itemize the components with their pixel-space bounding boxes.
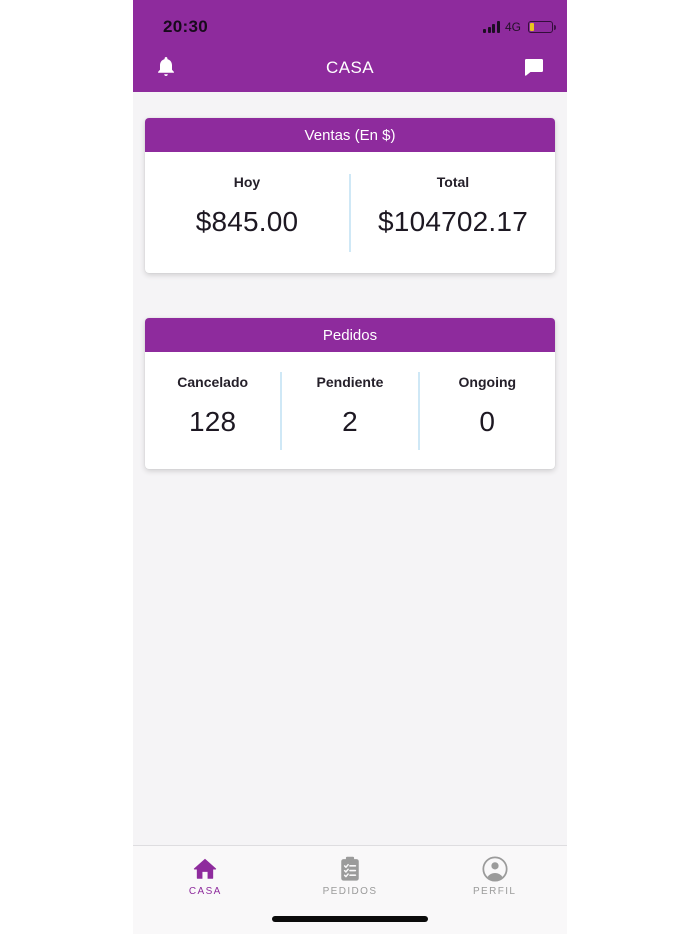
tab-pedidos[interactable]: PEDIDOS [278, 846, 423, 897]
status-icons: 4G [483, 20, 556, 34]
pedidos-cancelado-column: Cancelado 128 [145, 352, 280, 469]
pedidos-ongoing-label: Ongoing [458, 374, 517, 390]
ventas-card-header: Ventas (En $) [145, 118, 555, 152]
ventas-card-title: Ventas (En $) [304, 126, 396, 144]
ventas-card-body: Hoy $845.00 Total $104702.17 [145, 152, 555, 273]
tab-perfil[interactable]: PERFIL [422, 846, 567, 897]
column-divider [349, 173, 351, 252]
bell-icon [154, 55, 178, 82]
tab-casa[interactable]: CASA [133, 846, 278, 897]
ventas-hoy-column: Hoy $845.00 [145, 152, 349, 273]
app-header: 20:30 4G [133, 0, 567, 92]
nav-bar: CASA [133, 44, 567, 92]
battery-low-icon [528, 21, 556, 33]
network-type-label: 4G [504, 20, 521, 34]
pedidos-pendiente-value: 2 [342, 406, 358, 437]
notifications-button[interactable] [153, 55, 179, 81]
tab-perfil-label: PERFIL [472, 886, 517, 897]
chat-icon [522, 55, 546, 82]
pedidos-card-title: Pedidos [322, 326, 378, 344]
tab-pedidos-label: PEDIDOS [322, 886, 378, 897]
pedidos-cancelado-value: 128 [189, 406, 237, 437]
orders-clipboard-icon [335, 854, 365, 884]
ventas-card: Ventas (En $) Hoy $845.00 Total $104702.… [145, 118, 555, 273]
tab-casa-label: CASA [188, 886, 222, 897]
page-title: CASA [326, 58, 374, 77]
status-time: 20:30 [163, 17, 208, 36]
home-indicator[interactable] [272, 916, 428, 922]
pedidos-card: Pedidos Cancelado 128 Pendiente 2 Ongoin… [145, 318, 555, 469]
pedidos-pendiente-label: Pendiente [316, 374, 384, 390]
signal-strength-icon [483, 21, 500, 33]
messages-button[interactable] [521, 55, 547, 81]
pedidos-ongoing-value: 0 [479, 406, 496, 437]
app-screen: 20:30 4G [133, 0, 567, 934]
ventas-hoy-value: $845.00 [195, 206, 299, 237]
column-divider [280, 371, 283, 450]
ventas-total-value: $104702.17 [378, 206, 528, 237]
status-bar: 20:30 4G [133, 0, 567, 44]
bottom-tab-bar: CASA PEDIDOS [133, 845, 567, 934]
pedidos-card-header: Pedidos [145, 318, 555, 352]
pedidos-card-body: Cancelado 128 Pendiente 2 Ongoing 0 [145, 352, 555, 469]
column-divider [417, 371, 420, 450]
pedidos-ongoing-column: Ongoing 0 [420, 352, 555, 469]
pedidos-cancelado-label: Cancelado [177, 374, 249, 390]
main-content: Ventas (En $) Hoy $845.00 Total $104702.… [133, 92, 567, 845]
ventas-total-label: Total [436, 174, 470, 190]
ventas-hoy-label: Hoy [233, 174, 261, 190]
pedidos-pendiente-column: Pendiente 2 [282, 352, 417, 469]
profile-icon [480, 854, 510, 884]
home-icon [190, 854, 220, 884]
ventas-total-column: Total $104702.17 [351, 152, 555, 273]
